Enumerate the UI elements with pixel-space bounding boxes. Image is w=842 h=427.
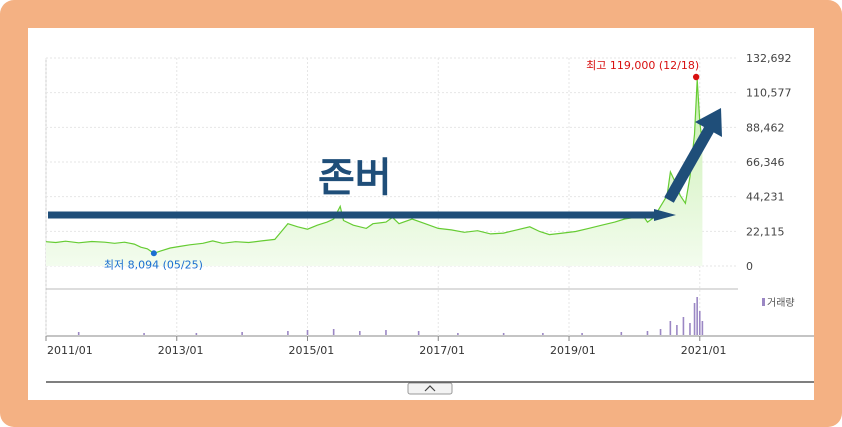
volume-bar <box>701 321 704 335</box>
volume-bar <box>581 333 583 335</box>
volume-bar <box>646 331 649 335</box>
volume-bar <box>143 333 145 335</box>
x-tick-label: 2017/01 <box>419 344 465 357</box>
x-tick-label: 2011/01 <box>47 344 93 357</box>
volume-bar <box>693 303 696 335</box>
x-tick-label: 2019/01 <box>550 344 596 357</box>
y-axis: 132,692 110,577 88,462 66,346 44,231 22,115 0 <box>746 52 792 273</box>
volume-bar <box>542 333 544 335</box>
volume-bar <box>457 333 459 335</box>
high-label: 최고 119,000 (12/18) <box>586 59 699 72</box>
annotations: 최저 8,094 (05/25) 최고 119,000 (12/18) <box>104 59 700 271</box>
overlay-text: 존버 <box>318 155 392 201</box>
volume-bar <box>682 317 685 335</box>
volume-bar <box>698 311 701 335</box>
volume-bar <box>306 330 309 335</box>
volume-legend-label: 거래량 <box>767 297 795 309</box>
y-tick-label: 22,115 <box>746 225 785 238</box>
volume-legend-swatch <box>762 298 765 306</box>
chart-panel: 거래량 132,692 110,577 88,462 66,346 44,231 22,1… <box>28 28 814 400</box>
chevron-up-icon <box>424 385 436 392</box>
volume-bar <box>241 332 243 335</box>
volume-bar <box>689 323 691 335</box>
volume-bars: 거래량 <box>77 297 795 335</box>
y-tick-label: 44,231 <box>746 191 785 204</box>
y-tick-label: 66,346 <box>746 156 785 169</box>
volume-bar <box>417 331 420 335</box>
collapse-button[interactable] <box>407 382 453 395</box>
volume-bar <box>195 333 198 335</box>
y-tick-label: 0 <box>746 260 753 273</box>
low-label: 최저 8,094 (05/25) <box>104 258 203 271</box>
diagonal-arrow-shaft <box>664 123 716 203</box>
stock-chart: 거래량 132,692 110,577 88,462 66,346 44,231 22,1… <box>45 52 814 395</box>
horizontal-arrow-head <box>654 209 676 221</box>
volume-bar <box>332 329 335 335</box>
low-marker <box>150 250 157 257</box>
volume-bar <box>696 297 698 335</box>
x-tick-label: 2015/01 <box>289 344 335 357</box>
volume-bar <box>676 325 678 335</box>
high-marker <box>692 73 700 81</box>
x-tick-label: 2021/01 <box>681 344 727 357</box>
diagonal-arrow-head <box>695 108 722 137</box>
x-axis: 2011/01 2013/01 2015/01 2017/01 2019/01 2021/… <box>45 336 727 357</box>
volume-bar <box>669 321 672 335</box>
volume-bar <box>659 329 662 335</box>
volume-bar <box>620 332 623 335</box>
volume-bar <box>502 333 505 335</box>
price-area <box>46 79 703 266</box>
y-tick-label: 132,692 <box>746 52 792 65</box>
volume-bar <box>287 331 289 335</box>
grid-lines <box>45 57 738 340</box>
y-tick-label: 110,577 <box>746 87 792 100</box>
volume-bar <box>359 331 361 335</box>
price-line <box>45 79 703 254</box>
volume-bar <box>385 330 387 335</box>
y-tick-label: 88,462 <box>746 121 785 134</box>
volume-bar <box>77 332 80 335</box>
x-tick-label: 2013/01 <box>158 344 204 357</box>
overlay-arrows: 존버 <box>48 108 722 221</box>
